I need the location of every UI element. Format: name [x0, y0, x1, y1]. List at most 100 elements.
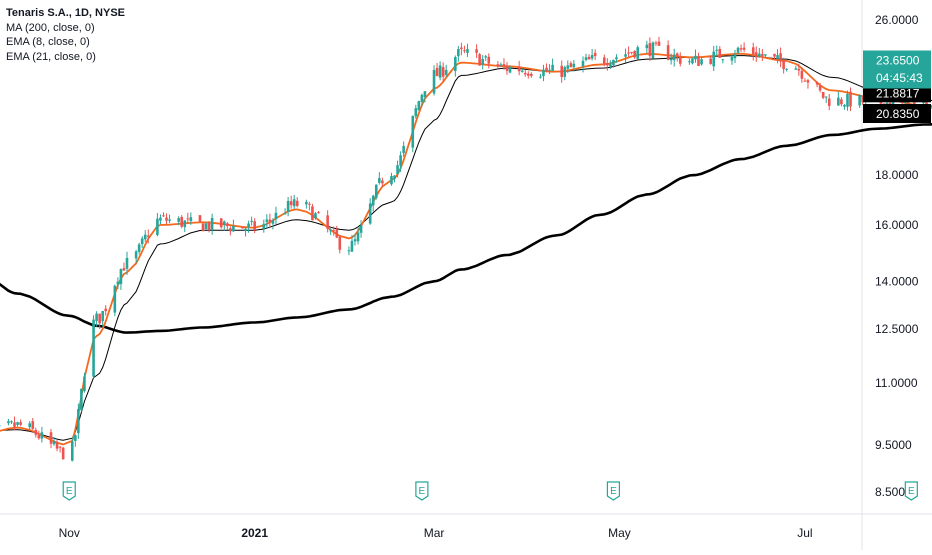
candle-body[interactable]	[244, 228, 247, 231]
candle-body[interactable]	[165, 217, 168, 221]
candle-body[interactable]	[530, 73, 533, 76]
candle-body[interactable]	[423, 91, 427, 98]
earnings-icon[interactable]	[415, 481, 429, 501]
candle-body[interactable]	[98, 313, 101, 324]
candle-body[interactable]	[520, 70, 524, 72]
candle-body[interactable]	[593, 52, 597, 57]
candle-body[interactable]	[742, 47, 746, 50]
candle-body[interactable]	[444, 70, 448, 75]
candle-body[interactable]	[204, 223, 208, 229]
candle-body[interactable]	[861, 96, 864, 103]
earnings-icon[interactable]	[606, 481, 620, 501]
candle-body[interactable]	[116, 281, 120, 285]
candle-body[interactable]	[347, 250, 351, 252]
candle-body[interactable]	[572, 63, 576, 68]
candle-body[interactable]	[612, 59, 615, 66]
candle-body[interactable]	[226, 223, 229, 227]
candle-body[interactable]	[80, 388, 83, 411]
candle-body[interactable]	[776, 55, 779, 60]
candle-body[interactable]	[329, 230, 332, 232]
candle-body[interactable]	[587, 56, 591, 60]
candle-body[interactable]	[168, 219, 171, 221]
candle-body[interactable]	[560, 65, 564, 78]
candle-body[interactable]	[779, 53, 782, 62]
candle-body[interactable]	[590, 55, 594, 59]
candle-body[interactable]	[630, 52, 633, 54]
candle-body[interactable]	[837, 97, 840, 106]
candle-body[interactable]	[481, 59, 484, 65]
candle-body[interactable]	[16, 422, 19, 425]
legend-ema21[interactable]: EMA (21, close, 0)	[6, 50, 96, 63]
candle-body[interactable]	[858, 95, 861, 106]
candle-body[interactable]	[156, 218, 159, 236]
candle-body[interactable]	[454, 57, 457, 72]
candle-body[interactable]	[338, 236, 342, 250]
candle-body[interactable]	[92, 319, 95, 377]
candle-body[interactable]	[186, 218, 190, 220]
candle-body[interactable]	[177, 218, 180, 222]
candle-body[interactable]	[10, 421, 13, 423]
candle-body[interactable]	[818, 85, 822, 91]
candle-body[interactable]	[502, 64, 506, 67]
legend-ema8[interactable]: EMA (8, close, 0)	[6, 36, 90, 48]
candle-body[interactable]	[624, 54, 627, 57]
candle-body[interactable]	[317, 212, 320, 214]
candle-body[interactable]	[374, 184, 378, 198]
candle-body[interactable]	[137, 244, 141, 252]
candle-body[interactable]	[435, 67, 439, 77]
candle-body[interactable]	[891, 99, 895, 108]
candle-body[interactable]	[609, 64, 612, 67]
candle-body[interactable]	[782, 60, 785, 70]
candle-body[interactable]	[584, 57, 588, 60]
candle-body[interactable]	[122, 268, 126, 271]
candle-body[interactable]	[308, 203, 311, 205]
candle-body[interactable]	[381, 180, 384, 184]
candle-body[interactable]	[569, 63, 573, 68]
candle-body[interactable]	[824, 96, 828, 98]
candle-body[interactable]	[393, 175, 396, 179]
candle-body[interactable]	[180, 216, 184, 227]
candle-body[interactable]	[785, 68, 788, 70]
candle-body[interactable]	[478, 54, 481, 66]
candle-body[interactable]	[0, 425, 1, 427]
legend-ma200[interactable]: MA (200, close, 0)	[6, 21, 95, 34]
candle-body[interactable]	[460, 47, 463, 50]
candle-body[interactable]	[411, 115, 415, 148]
candle-body[interactable]	[250, 220, 253, 222]
candle-body[interactable]	[736, 47, 740, 53]
candle-body[interactable]	[232, 225, 235, 232]
candle-body[interactable]	[636, 47, 640, 59]
candle-body[interactable]	[441, 67, 445, 77]
candle-body[interactable]	[432, 70, 436, 94]
candle-body[interactable]	[542, 69, 545, 77]
candle-body[interactable]	[189, 217, 193, 222]
candle-body[interactable]	[183, 220, 187, 228]
candle-body[interactable]	[821, 91, 825, 98]
candle-body[interactable]	[672, 54, 676, 61]
candle-body[interactable]	[846, 93, 849, 107]
candle-body[interactable]	[28, 423, 32, 428]
candle-body[interactable]	[52, 441, 56, 445]
candle-body[interactable]	[615, 57, 618, 60]
candle-body[interactable]	[840, 99, 843, 105]
candle-body[interactable]	[241, 226, 244, 229]
earnings-icon[interactable]	[62, 481, 76, 501]
candle-body[interactable]	[487, 56, 491, 64]
candle-body[interactable]	[140, 238, 144, 245]
candle-body[interactable]	[314, 213, 317, 219]
candle-body[interactable]	[508, 67, 512, 73]
candle-body[interactable]	[402, 145, 405, 153]
candle-body[interactable]	[806, 80, 810, 83]
candle-body[interactable]	[688, 61, 691, 63]
ma200-line[interactable]	[0, 114, 932, 334]
candle-body[interactable]	[697, 55, 700, 66]
candle-body[interactable]	[201, 223, 205, 232]
candle-body[interactable]	[350, 240, 354, 252]
candle-body[interactable]	[31, 421, 35, 429]
candle-body[interactable]	[247, 223, 250, 228]
candle-body[interactable]	[295, 200, 299, 206]
candle-body[interactable]	[712, 51, 716, 67]
candle-body[interactable]	[417, 101, 421, 111]
candle-body[interactable]	[675, 53, 679, 56]
